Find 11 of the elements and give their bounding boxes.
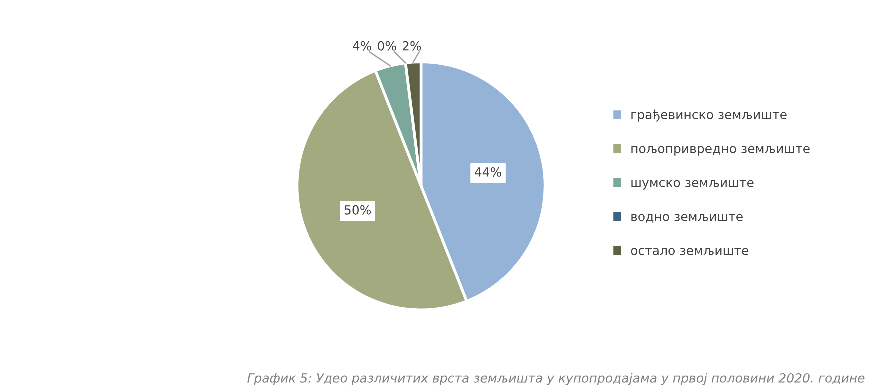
legend-label: грађевинско земљиште — [632, 110, 787, 122]
data-label: 50% — [344, 205, 372, 215]
legend-label: водно земљиште — [632, 214, 743, 223]
legend-label: остало земљиште — [631, 248, 749, 256]
legend-label: пољопривредно земљиште — [632, 146, 810, 156]
data-label: 44% — [474, 168, 502, 177]
legend-label: шумско земљиште — [632, 180, 754, 190]
text: 0% — [378, 41, 396, 51]
data-label: 2% — [402, 41, 422, 51]
data-label: 4% — [353, 41, 372, 51]
text: График 5: Удео различитих врста земљишта у купопродајама у првој половини 2020. године — [248, 373, 865, 386]
